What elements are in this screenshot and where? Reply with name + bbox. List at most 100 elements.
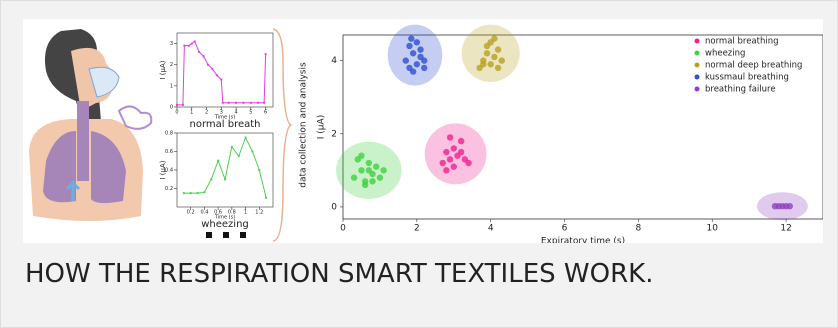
point — [369, 178, 375, 184]
point — [439, 160, 445, 166]
point — [203, 55, 205, 57]
legend-label: normal deep breathing — [705, 61, 802, 71]
point — [443, 167, 449, 173]
y-tick-label: 2 — [170, 62, 173, 68]
point — [491, 35, 497, 41]
point — [495, 65, 501, 71]
point — [238, 155, 240, 157]
point — [250, 102, 252, 104]
y-tick-label: 0.6 — [165, 149, 173, 155]
point — [451, 145, 457, 151]
legend-marker — [695, 63, 700, 68]
y-axis-label: I (μA) — [159, 60, 167, 79]
point — [447, 134, 453, 140]
point — [408, 35, 414, 41]
point — [235, 102, 237, 104]
chart-title: normal breath — [190, 119, 261, 130]
point — [499, 57, 505, 63]
point — [417, 46, 423, 52]
y-tick-label: 0 — [331, 202, 337, 212]
x-tick-label: 6 — [562, 224, 568, 234]
point — [211, 68, 213, 70]
point — [480, 61, 486, 67]
point — [197, 192, 199, 194]
point — [406, 43, 412, 49]
y-axis-label: I (μA) — [159, 160, 167, 179]
point — [210, 178, 212, 180]
legend-label: kussmaul breathing — [705, 73, 789, 83]
point — [251, 151, 253, 153]
y-tick-label: 1 — [170, 83, 173, 89]
point — [183, 45, 185, 47]
x-tick-label: 2 — [414, 224, 420, 234]
x-tick-label: 5 — [249, 110, 252, 116]
point — [358, 167, 364, 173]
point — [403, 57, 409, 63]
y-tick-label: 4 — [331, 56, 337, 66]
x-tick-label: 1.2 — [255, 210, 263, 216]
point — [358, 153, 364, 159]
x-tick-label: 0 — [340, 224, 346, 234]
point — [491, 54, 497, 60]
point — [465, 160, 471, 166]
point — [203, 191, 205, 193]
point — [220, 79, 222, 81]
point — [443, 149, 449, 155]
x-axis-label: Expiratory time (s) — [541, 237, 625, 244]
point — [198, 51, 200, 53]
legend-label: normal breathing — [705, 37, 779, 47]
legend-label: breathing failure — [705, 85, 776, 95]
point — [245, 137, 247, 139]
point — [265, 53, 267, 55]
caption: HOW THE RESPIRATION SMART TEXTILES WORK. — [25, 259, 653, 289]
x-tick-label: 0 — [175, 110, 178, 116]
x-tick-label: 1 — [244, 210, 247, 216]
legend-label: wheezing — [705, 49, 745, 59]
x-tick-label: 1 — [190, 110, 193, 116]
x-tick-label: 2 — [205, 110, 208, 116]
x-tick-label: 0.4 — [200, 210, 208, 216]
chart-title: wheezing — [201, 219, 249, 230]
point — [484, 50, 490, 56]
point — [373, 163, 379, 169]
point — [380, 167, 386, 173]
y-tick-label: 0 — [170, 105, 173, 111]
point — [257, 102, 259, 104]
point — [191, 43, 193, 45]
point — [207, 64, 209, 66]
x-tick-label: 8 — [636, 224, 642, 234]
x-tick-label: 10 — [707, 224, 719, 234]
point — [377, 174, 383, 180]
point — [787, 203, 793, 209]
point — [421, 57, 427, 63]
point — [176, 104, 178, 106]
point — [190, 192, 192, 194]
point — [258, 169, 260, 171]
y-tick-label: 0.2 — [165, 186, 173, 192]
point — [183, 192, 185, 194]
card: data collection and analysis 01234560123… — [0, 0, 838, 328]
point — [265, 197, 267, 199]
y-tick-label: 0.8 — [165, 131, 173, 137]
legend-marker — [695, 87, 700, 92]
legend-marker — [695, 75, 700, 80]
point — [451, 163, 457, 169]
point — [487, 61, 493, 67]
y-tick-label: 2 — [331, 129, 337, 139]
point — [366, 167, 372, 173]
point — [366, 160, 372, 166]
point — [242, 102, 244, 104]
point — [414, 39, 420, 45]
y-axis-label: I (μA) — [317, 115, 327, 139]
point — [421, 65, 427, 71]
point — [458, 149, 464, 155]
x-tick-label: 4 — [488, 224, 494, 234]
point — [182, 104, 184, 106]
point — [414, 61, 420, 67]
x-tick-label: 12 — [780, 224, 791, 234]
point — [447, 156, 453, 162]
point — [194, 40, 196, 42]
point — [263, 102, 265, 104]
side-label: data collection and analysis — [299, 62, 309, 188]
